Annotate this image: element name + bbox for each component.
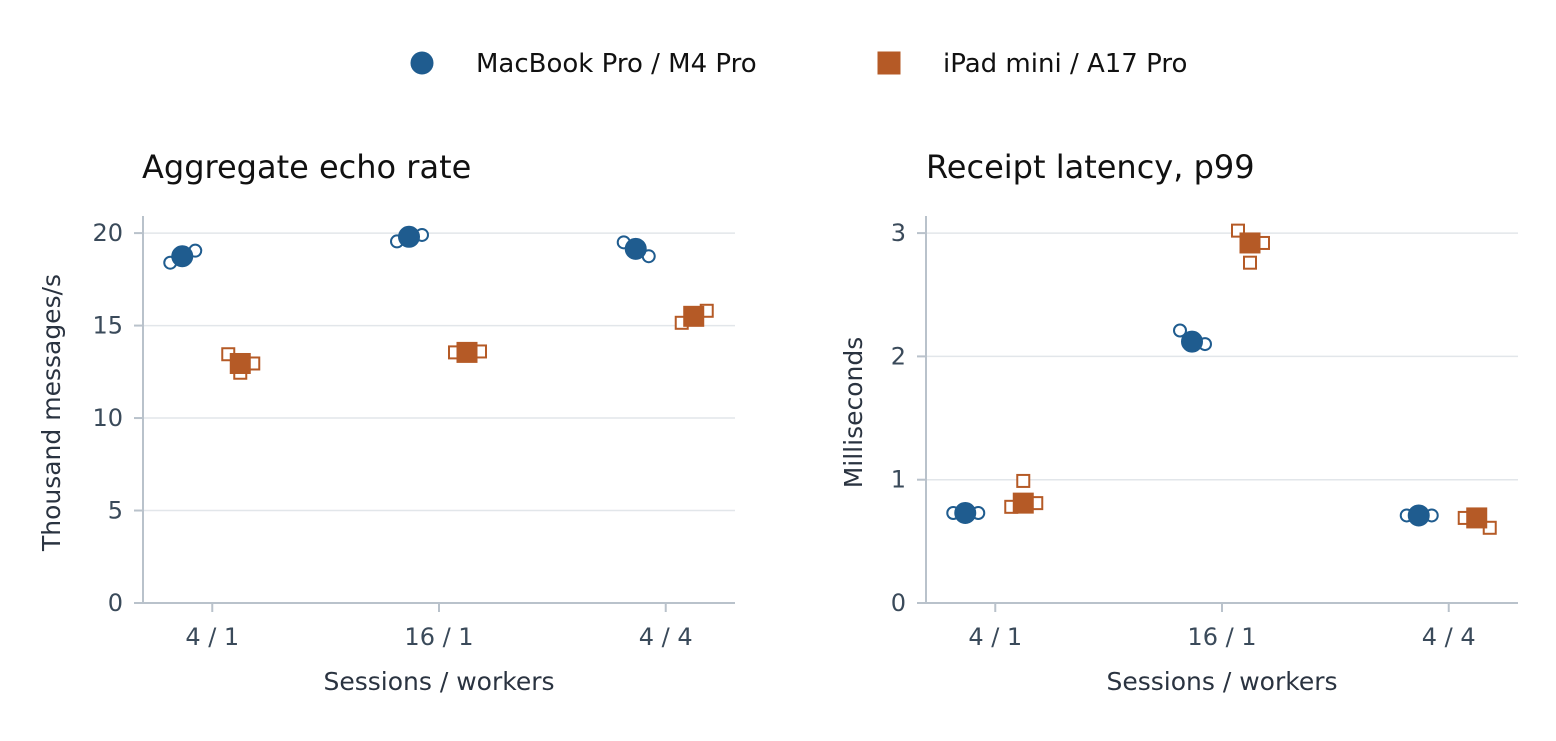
panel-echo-rate: Aggregate echo rate 0 5 10 15 20 4 / 1 16 / 1 4 … [37, 148, 735, 696]
legend-marker-1 [877, 51, 901, 75]
x-tick-label-0: 4 / 1 [185, 623, 239, 651]
x-axis-label: Sessions / workers [1106, 667, 1337, 696]
point-run-mac-1-0 [1173, 323, 1187, 338]
point-mean-mac-1 [1181, 330, 1203, 353]
y-tick-label-2: 2 [891, 342, 906, 370]
x-tick-label-2: 4 / 4 [1422, 623, 1476, 651]
point-mean-ipad-1 [456, 341, 478, 363]
point-mean-mac-1 [398, 225, 420, 248]
point-mean-mac-0 [954, 501, 977, 524]
y-tick-label-1: 5 [108, 497, 123, 525]
point-mean-ipad-2 [1466, 507, 1488, 529]
y-tick-label-4: 20 [92, 219, 123, 247]
y-tick-label-0: 0 [891, 589, 906, 617]
point-mean-ipad-1 [1239, 232, 1261, 254]
y-tick-label-3: 15 [92, 312, 123, 340]
x-axis-label: Sessions / workers [323, 667, 554, 696]
panel-title: Aggregate echo rate [142, 148, 471, 186]
point-run-ipad-0-1 [1016, 473, 1031, 488]
y-axis-label: Milliseconds [839, 337, 868, 489]
legend-label-1: iPad mini / A17 Pro [943, 49, 1187, 79]
y-tick-label-0: 0 [108, 589, 123, 617]
point-mean-mac-2 [1407, 504, 1430, 527]
x-tick-label-1: 16 / 1 [1187, 623, 1256, 651]
legend: MacBook Pro / M4 Pro iPad mini / A17 Pro [410, 49, 1187, 79]
legend-marker-0 [410, 51, 434, 75]
y-axis-label: Thousand messages/s [37, 274, 66, 552]
panel-receipt-latency: Receipt latency, p99 0 1 2 3 4 / 1 16 / 1 4 / 4… [839, 148, 1518, 696]
point-mean-ipad-2 [683, 305, 705, 327]
y-tick-label-2: 10 [92, 404, 123, 432]
point-mean-ipad-0 [229, 352, 251, 374]
y-tick-label-3: 3 [891, 219, 906, 247]
x-tick-label-0: 4 / 1 [968, 623, 1022, 651]
x-tick-label-1: 16 / 1 [404, 623, 473, 651]
panel-title: Receipt latency, p99 [926, 148, 1255, 186]
point-run-ipad-1-1 [1243, 255, 1257, 270]
point-mean-mac-2 [624, 237, 647, 260]
legend-label-0: MacBook Pro / M4 Pro [476, 49, 757, 79]
y-tick-label-1: 1 [891, 466, 906, 494]
point-mean-ipad-0 [1012, 492, 1034, 514]
point-mean-mac-0 [171, 245, 194, 268]
x-tick-label-2: 4 / 4 [639, 623, 693, 651]
